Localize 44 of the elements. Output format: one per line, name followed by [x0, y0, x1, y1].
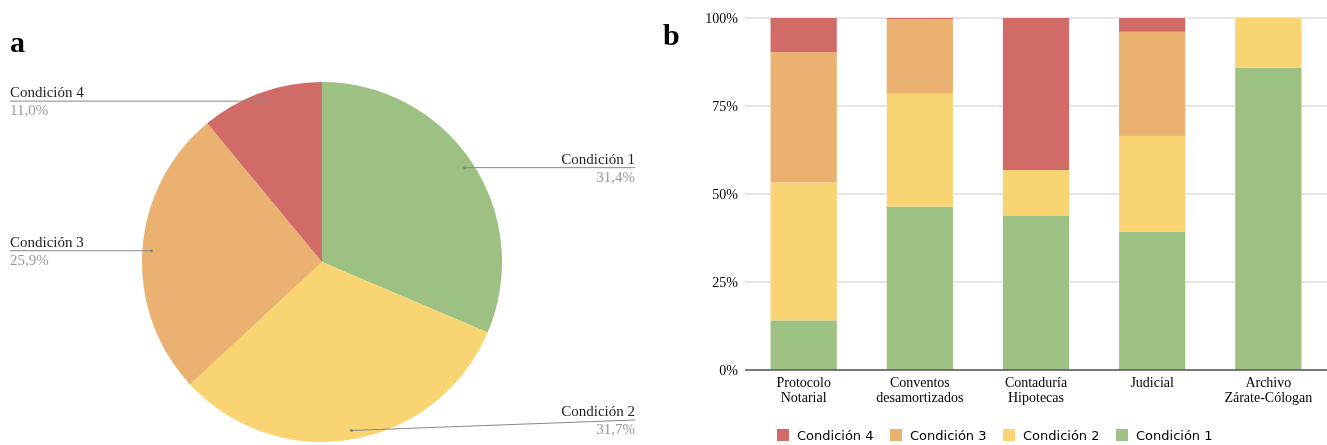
bar: [886, 206, 953, 370]
y-tick-label: 75%: [712, 98, 739, 114]
data-label: 31,4%: [596, 168, 635, 185]
data-label: 11,0%: [10, 102, 49, 119]
y-tick-label: 25%: [712, 274, 739, 290]
x-tick-label: Judicial: [1130, 375, 1175, 390]
y-tick-label: 50%: [712, 186, 739, 202]
bar: [1119, 31, 1186, 136]
pie-slice: [322, 82, 502, 333]
bar: [1119, 135, 1186, 232]
bar: [1002, 18, 1070, 171]
bar: [770, 52, 837, 183]
bar: [1002, 170, 1070, 216]
legend-label: Condición 3: [910, 428, 987, 443]
data-label: 31,7%: [596, 421, 635, 437]
bar: [886, 19, 953, 94]
bar: [770, 18, 837, 53]
x-tick-label: Contaduría Hipotecas: [1004, 375, 1068, 405]
data-label: 25,9%: [10, 251, 49, 268]
slice-label: Condición 1: [561, 150, 635, 167]
bar: [1119, 18, 1186, 32]
x-tick-label: Protocolo Notarial: [776, 375, 831, 405]
bar: [770, 182, 837, 321]
pie-slice: [142, 123, 322, 385]
legend-label: Condición 4: [797, 428, 874, 443]
y-tick-label: 100%: [705, 10, 739, 26]
bar: [886, 93, 953, 207]
pie-slice: [207, 82, 322, 262]
bar: [1119, 231, 1186, 370]
bar: [1235, 67, 1302, 370]
legend-label: Condición 1: [1136, 428, 1213, 443]
y-tick-label: 0%: [719, 362, 739, 378]
bar: [1235, 18, 1302, 68]
x-tick-label: Archivo Zárate-Cólogan: [1224, 375, 1313, 405]
chart-title: a: [10, 25, 25, 58]
pie-slice: [190, 262, 488, 442]
chart-title: b: [663, 18, 680, 51]
slice-label: Condición 2: [561, 403, 635, 419]
x-tick-label: Conventos desamortizados: [876, 375, 964, 405]
bar: [770, 320, 837, 370]
legend-label: Condición 2: [1023, 428, 1100, 443]
slice-label: Condición 3: [10, 233, 84, 250]
slice-label: Condición 4: [10, 84, 85, 101]
bar: [1002, 215, 1070, 370]
